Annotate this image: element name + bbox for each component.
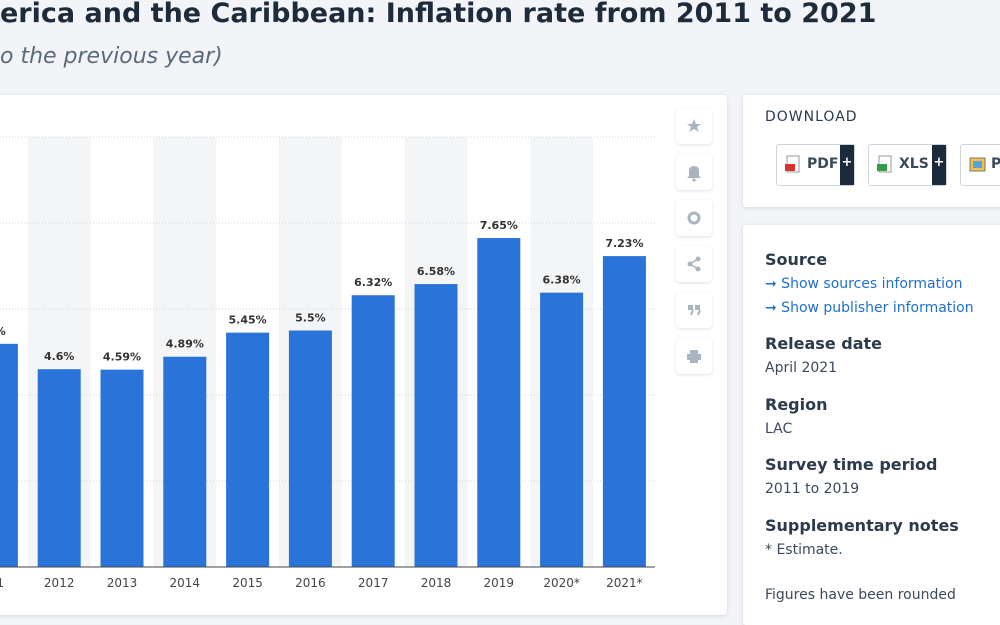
x-tick-label: 2012	[44, 576, 75, 590]
xls-button[interactable]: XLS +	[868, 144, 947, 186]
info-panel	[743, 225, 1000, 625]
download-heading: DOWNLOAD	[765, 109, 858, 125]
info-value: 2011 to 2019	[765, 481, 860, 497]
data-label: 7.23%	[605, 237, 643, 250]
info-value: April 2021	[765, 360, 838, 376]
x-tick-label: 2015	[232, 576, 263, 590]
data-label: 4.6%	[44, 350, 75, 363]
cite-button[interactable]	[676, 292, 712, 328]
info-heading: Release date	[765, 334, 882, 353]
x-tick-label: 2018	[421, 576, 452, 590]
info-heading: Region	[765, 395, 828, 414]
bar	[351, 295, 395, 567]
source-heading: Source	[765, 250, 828, 269]
data-label: 6.38%	[543, 274, 581, 287]
data-label: 9%	[0, 325, 6, 338]
data-label: 6.32%	[354, 276, 392, 289]
data-label: 5.45%	[229, 314, 267, 327]
png-button[interactable]: P	[960, 144, 1000, 186]
bar	[37, 369, 81, 567]
x-tick-label: 11	[0, 576, 4, 590]
bar	[540, 292, 584, 567]
publisher-link[interactable]: ➞ Show publisher information	[765, 300, 974, 316]
print-button[interactable]	[676, 338, 712, 374]
x-tick-label: 2013	[107, 576, 138, 590]
bar	[226, 332, 270, 567]
data-label: 6.58%	[417, 265, 455, 278]
chart: 9% 11 4.6% 2012 4.59% 2013 4.89% 2014 5.45% 2015 5…	[0, 136, 655, 590]
button-label: PDF	[807, 156, 839, 172]
plus: +	[932, 145, 946, 185]
button-label: P	[991, 156, 1000, 172]
data-label: 4.89%	[166, 338, 204, 351]
bar	[602, 256, 646, 567]
info-value: * Estimate.	[765, 542, 843, 558]
bar	[0, 343, 18, 567]
page-subtitle: o the previous year)	[0, 44, 223, 69]
bar	[163, 356, 207, 567]
x-tick-label: 2021*	[606, 576, 643, 590]
x-tick-label: 2014	[170, 576, 201, 590]
data-label: 4.59%	[103, 351, 141, 364]
info-value: LAC	[765, 421, 793, 437]
favorite-button[interactable]	[676, 108, 712, 144]
bar	[288, 330, 332, 567]
x-tick-label: 2020*	[543, 576, 580, 590]
x-tick-label: 2017	[358, 576, 389, 590]
x-tick-label: 2019	[484, 576, 515, 590]
settings-button[interactable]	[676, 200, 712, 236]
sources-link[interactable]: ➞ Show sources information	[765, 276, 963, 292]
pdf-button[interactable]: PDF +	[776, 144, 855, 186]
page-title: erica and the Caribbean: Inflation rate …	[0, 0, 877, 29]
info-heading: Supplementary notes	[765, 516, 959, 535]
x-tick-label: 2016	[295, 576, 326, 590]
data-label: 5.5%	[295, 312, 326, 325]
plus: +	[840, 145, 854, 185]
bar	[477, 238, 521, 568]
share-button[interactable]	[676, 246, 712, 282]
bar	[100, 369, 144, 567]
info-heading: Survey time period	[765, 455, 938, 474]
bar	[414, 284, 458, 567]
button-label: XLS	[899, 156, 929, 172]
data-label: 7.65%	[480, 219, 518, 232]
alert-button[interactable]	[676, 154, 712, 190]
footnote: Figures have been rounded	[765, 587, 956, 603]
